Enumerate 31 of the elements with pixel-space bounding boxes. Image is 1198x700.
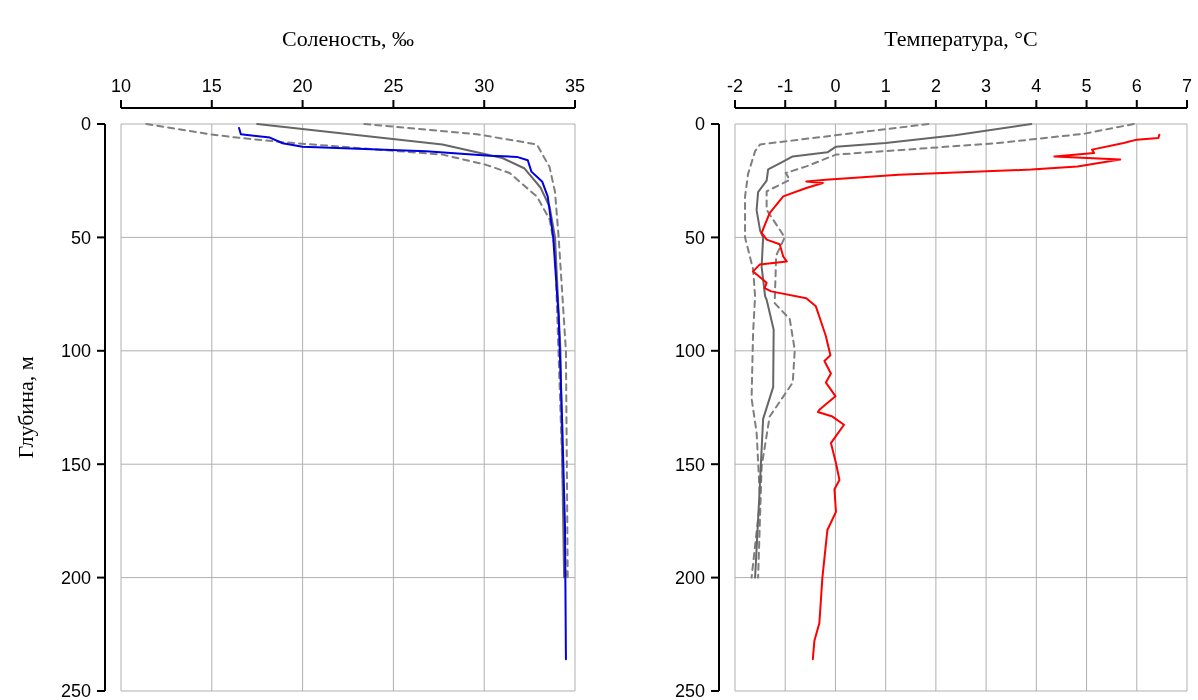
x-tick-label: 0 xyxy=(830,76,841,96)
y-tick-label: 150 xyxy=(60,454,91,475)
x-tick-label: 6 xyxy=(1131,76,1142,96)
x-tick-label: 20 xyxy=(292,76,313,96)
y-axis-title: Глубина, м xyxy=(13,356,38,459)
x-axis-title: Соленость, ‰ xyxy=(282,26,414,51)
x-axis-title: Температура, °C xyxy=(884,26,1038,51)
y-tick-label: 150 xyxy=(674,454,705,475)
y-tick-label: 0 xyxy=(80,114,91,135)
y-tick-label: 100 xyxy=(60,341,91,362)
x-tick-label: 1 xyxy=(880,76,891,96)
y-tick-label: 250 xyxy=(674,681,705,700)
x-tick-label: 5 xyxy=(1081,76,1092,96)
x-tick-label: 2 xyxy=(930,76,941,96)
y-tick-label: 100 xyxy=(674,341,705,362)
x-tick-label: 3 xyxy=(981,76,992,96)
y-tick-label: 250 xyxy=(60,681,91,700)
x-tick-label: 25 xyxy=(383,76,404,96)
y-tick-label: 50 xyxy=(70,227,91,248)
x-tick-label: 35 xyxy=(564,76,586,96)
y-tick-label: 200 xyxy=(674,567,705,588)
y-tick-label: 50 xyxy=(684,227,705,248)
y-tick-label: 0 xyxy=(694,114,705,135)
x-tick-label: 4 xyxy=(1031,76,1042,96)
x-tick-label: 10 xyxy=(110,76,132,96)
x-tick-label: 15 xyxy=(201,76,222,96)
y-tick-label: 200 xyxy=(60,567,91,588)
x-tick-label: -1 xyxy=(777,76,794,96)
x-tick-label: -2 xyxy=(726,76,744,96)
x-tick-label: 30 xyxy=(474,76,495,96)
x-tick-label: 7 xyxy=(1181,76,1193,96)
